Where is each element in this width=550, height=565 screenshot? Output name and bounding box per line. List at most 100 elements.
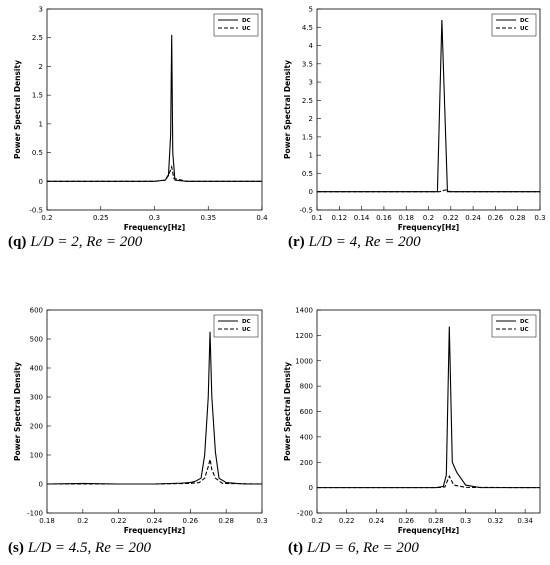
x-tick-label: 0.16: [376, 214, 392, 222]
y-tick-label: 4.5: [302, 24, 313, 32]
y-tick-label: 0: [309, 484, 313, 492]
x-axis-label: Frequency[Hz]: [124, 526, 185, 535]
plot-frame: [316, 8, 541, 211]
y-tick-label: 1.5: [302, 133, 313, 141]
x-tick-label: 0.2: [423, 214, 434, 222]
x-tick-label: 0.24: [369, 517, 385, 525]
y-tick-label: -0.5: [29, 207, 43, 215]
x-tick-label: 0.3: [256, 517, 267, 525]
x-tick-label: 0.18: [39, 517, 55, 525]
caption-label: (r): [288, 234, 305, 250]
y-tick-label: 500: [30, 336, 43, 344]
x-tick-label: 0.3: [149, 214, 160, 222]
y-tick-label: 100: [30, 452, 43, 460]
caption: (q) L/D = 2, Re = 200: [8, 234, 143, 250]
x-tick-label: 0.22: [339, 517, 355, 525]
x-tick-label: 0.1: [311, 214, 322, 222]
y-tick-label: 2: [309, 115, 313, 123]
x-tick-label: 0.2: [41, 214, 52, 222]
y-tick-label: 400: [300, 433, 313, 441]
x-tick-label: 0.32: [488, 517, 504, 525]
y-tick-label: 400: [30, 365, 43, 373]
subplot: -100 0 100 200 300 400 500 600 0.18 0.2 0.22 0.24 0.…: [8, 307, 268, 557]
caption-text: L/D = 4, Re = 200: [308, 234, 421, 250]
x-tick-label: 0.4: [256, 214, 268, 222]
y-tick-label: 1: [39, 120, 43, 128]
x-axis-label: Frequency[Hz]: [398, 526, 459, 535]
y-tick-label: 0: [309, 188, 313, 196]
series-line: [46, 331, 262, 485]
legend-label: DC: [520, 319, 529, 325]
caption-label: (q): [8, 234, 26, 250]
series-line: [47, 34, 262, 182]
x-tick-label: 0.14: [354, 214, 370, 222]
y-tick-label: 0: [39, 178, 43, 186]
y-tick-label: 600: [30, 307, 43, 315]
legend-label: UC: [520, 327, 529, 333]
y-axis-label: Power Spectral Density: [13, 362, 22, 461]
y-tick-label: 0.5: [302, 170, 313, 178]
x-tick-label: 0.24: [465, 214, 481, 222]
y-tick-label: 800: [300, 383, 313, 391]
y-tick-label: -0.5: [299, 207, 313, 215]
x-tick-label: 0.2: [77, 517, 88, 525]
y-tick-label: 600: [300, 408, 313, 416]
y-tick-label: 5: [309, 6, 313, 14]
x-tick-label: 0.35: [200, 214, 216, 222]
x-tick-label: 0.26: [398, 517, 414, 525]
x-tick-label: 0.34: [517, 517, 533, 525]
caption-label: (s): [8, 540, 24, 556]
y-tick-label: 0: [39, 481, 43, 489]
caption: (s) L/D = 4.5, Re = 200: [8, 540, 151, 556]
x-tick-label: 0.28: [428, 517, 444, 525]
y-tick-label: 1200: [295, 332, 313, 340]
legend-label: UC: [242, 327, 251, 333]
series-line: [47, 459, 263, 485]
legend-box: [213, 314, 259, 338]
y-tick-label: 1000: [295, 357, 313, 365]
plot-frame: [316, 309, 541, 514]
legend-label: DC: [520, 18, 529, 24]
y-tick-label: 2: [39, 63, 43, 71]
x-tick-label: 0.3: [460, 517, 471, 525]
legend-label: UC: [242, 26, 251, 32]
x-axis-label: Frequency[Hz]: [124, 223, 185, 232]
y-axis-label: Power Spectral Density: [283, 60, 292, 159]
y-tick-label: 1: [309, 152, 313, 160]
y-tick-label: 4: [309, 42, 314, 50]
legend-label: UC: [520, 26, 529, 32]
y-tick-label: -200: [297, 510, 313, 518]
x-tick-label: 0.3: [534, 214, 545, 222]
y-tick-label: 3: [309, 79, 313, 87]
series-line: [317, 189, 540, 193]
legend-box: [213, 13, 259, 37]
x-tick-label: 0.22: [111, 517, 127, 525]
x-tick-label: 0.2: [311, 517, 322, 525]
caption-label: (t): [288, 540, 303, 556]
y-axis-label: Power Spectral Density: [13, 60, 22, 159]
caption: (r) L/D = 4, Re = 200: [288, 234, 421, 250]
x-tick-label: 0.26: [183, 517, 199, 525]
legend-label: DC: [242, 319, 251, 325]
caption: (t) L/D = 6, Re = 200: [288, 540, 419, 556]
x-tick-label: 0.12: [332, 214, 348, 222]
subplot: -0.5 0 0.5 1 1.5 2 2.5 3 3.5 4 4.5 5 0.1 0.12 0.14 0.16…: [283, 6, 546, 251]
y-tick-label: 1400: [295, 307, 313, 315]
legend-box: [491, 314, 537, 338]
x-tick-label: 0.26: [488, 214, 504, 222]
y-tick-label: 2.5: [32, 34, 43, 42]
y-tick-label: 1.5: [32, 92, 43, 100]
y-tick-label: 3.5: [302, 60, 313, 68]
y-tick-label: -100: [27, 510, 43, 518]
legend-box: [491, 13, 537, 37]
subplot: -200 0 200 400 600 800 1000 1200 1400 0.2 0.22 0.24…: [283, 307, 541, 556]
y-tick-label: 0.5: [32, 149, 43, 157]
caption-text: L/D = 2, Re = 200: [29, 234, 142, 250]
series-line: [317, 19, 540, 193]
series-line: [47, 164, 262, 182]
x-tick-label: 0.28: [218, 517, 234, 525]
y-tick-label: 3: [39, 6, 43, 14]
legend-label: DC: [242, 18, 251, 24]
y-axis-label: Power Spectral Density: [283, 362, 292, 461]
x-tick-label: 0.24: [147, 517, 163, 525]
